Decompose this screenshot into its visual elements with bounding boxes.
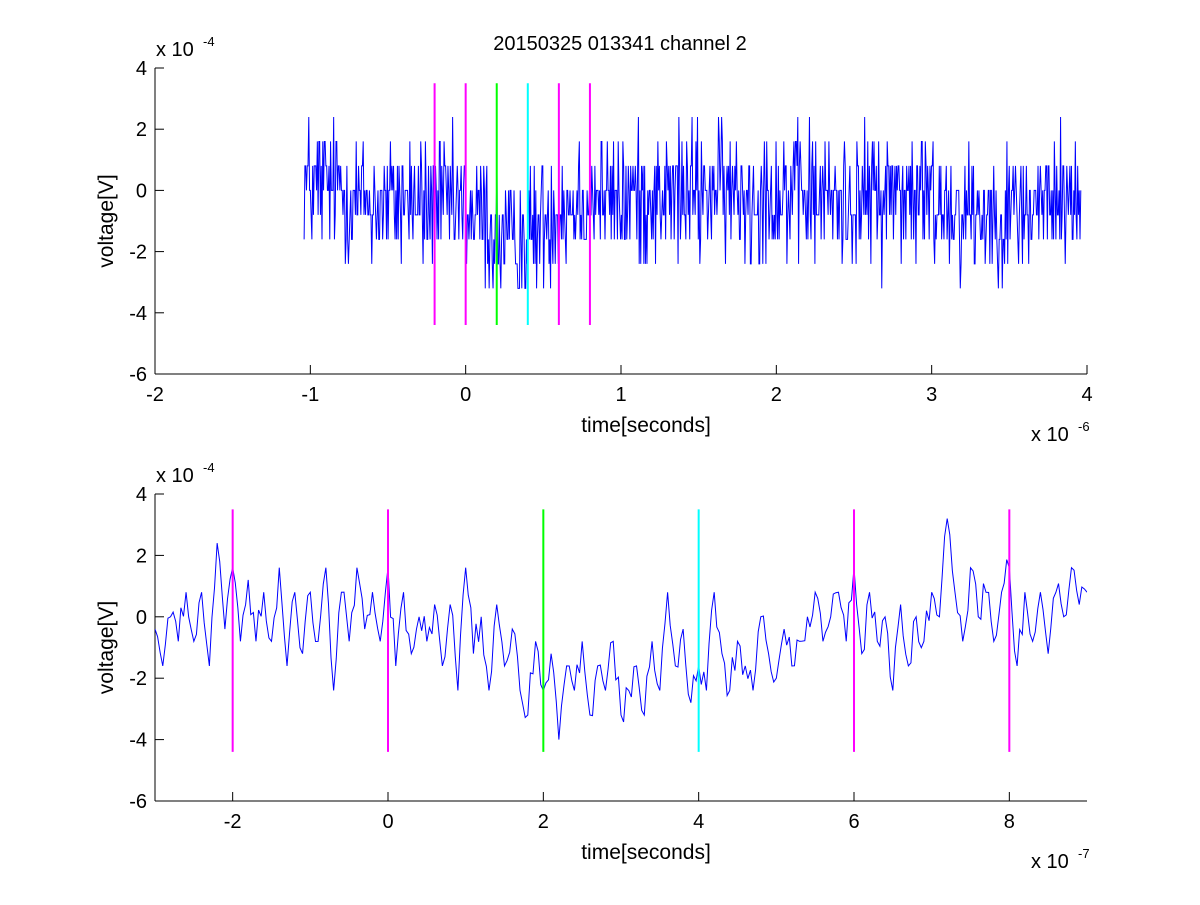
y-exponent-label: x 10 [156,465,194,487]
x-tick-label: 2 [771,384,782,406]
x-tick-label: 6 [848,811,859,833]
x-tick-label: 3 [926,384,937,406]
x-tick-label: -2 [224,811,242,833]
y-exponent-power: -4 [203,34,215,49]
y-exponent-power: -4 [203,460,215,475]
y-tick-label: -6 [129,364,147,386]
x-tick-label: 4 [693,811,704,833]
x-axis-label: time[seconds] [581,414,711,437]
y-tick-label: -2 [129,242,147,264]
y-tick-label: -6 [129,791,147,813]
y-axis-label: voltage[V] [95,601,118,694]
x-tick-label: 0 [382,811,393,833]
x-tick-label: 0 [460,384,471,406]
y-tick-label: 2 [136,545,147,567]
x-tick-label: 2 [538,811,549,833]
y-tick-label: 4 [136,58,147,80]
x-exponent-power: -7 [1078,846,1090,861]
signal-series-line [303,116,1082,289]
plot-area [303,116,1082,289]
x-tick-label: -1 [301,384,319,406]
x-tick-label: 1 [615,384,626,406]
figure-title: 20150325 013341 channel 2 [493,33,747,55]
chart-1: -2 -1 0 1 2 3 4 -6 -4 -2 0 2 4 time[seconds] voltage[V… [95,34,1093,446]
x-exponent-label: x 10 [1031,424,1069,446]
y-axis-label: voltage[V] [95,174,118,267]
x-exponent-power: -6 [1078,419,1090,434]
y-tick-label: 0 [136,180,147,202]
y-tick-label: -4 [129,730,147,752]
x-tick-label: 4 [1081,384,1092,406]
plot-area [155,518,1087,740]
y-exponent-label: x 10 [156,39,194,61]
y-tick-label: 2 [136,119,147,141]
chart-2: -2 0 2 4 6 8 -6 -4 -2 0 2 4 time[seconds] voltage[V] x… [95,460,1090,873]
y-tick-label: 0 [136,607,147,629]
y-tick-label: -4 [129,303,147,325]
y-tick-label: -2 [129,668,147,690]
x-tick-label: 8 [1004,811,1015,833]
y-tick-label: 4 [136,484,147,506]
x-tick-label: -2 [146,384,164,406]
signal-series-line [155,518,1087,740]
x-exponent-label: x 10 [1031,851,1069,873]
x-axis-label: time[seconds] [581,841,711,864]
